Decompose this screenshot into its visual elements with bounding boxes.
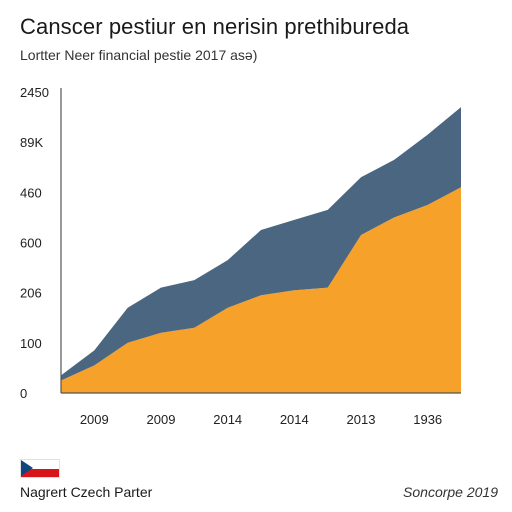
y-tick-label: 100 bbox=[20, 336, 42, 351]
y-tick-label: 2450 bbox=[20, 85, 49, 100]
x-tick-label: 2014 bbox=[213, 412, 242, 427]
y-axis-ticks: 0 100 206 600 460 89K 2450 bbox=[20, 85, 49, 401]
chart-areas bbox=[61, 107, 461, 393]
x-axis-ticks: 2009 2009 2014 2014 2013 1936 bbox=[80, 412, 442, 427]
flag-white-band bbox=[21, 460, 59, 469]
chart-axes bbox=[60, 88, 461, 394]
x-tick-label: 2013 bbox=[347, 412, 376, 427]
y-tick-label: 600 bbox=[20, 236, 42, 251]
area-series-1 bbox=[61, 187, 461, 393]
chart-subtitle: Lortter Neer financial pestie 2017 asə) bbox=[20, 47, 258, 63]
source-year-label: Soncorpe 2019 bbox=[403, 484, 498, 500]
czech-flag-icon bbox=[20, 459, 60, 478]
area-series-2 bbox=[61, 107, 461, 381]
flag-blue-triangle bbox=[21, 460, 33, 476]
y-tick-label: 89K bbox=[20, 135, 43, 150]
x-tick-label: 1936 bbox=[413, 412, 442, 427]
chart-title: Canscer pestiur en nerisin prethibureda bbox=[20, 14, 410, 39]
y-tick-label: 460 bbox=[20, 185, 42, 200]
x-tick-label: 2014 bbox=[280, 412, 309, 427]
y-tick-label: 206 bbox=[20, 286, 42, 301]
source-label: Nagrert Czech Parter bbox=[20, 484, 153, 500]
x-tick-label: 2009 bbox=[80, 412, 109, 427]
flag-red-band bbox=[21, 468, 59, 477]
x-tick-label: 2009 bbox=[147, 412, 176, 427]
y-tick-label: 0 bbox=[20, 386, 27, 401]
